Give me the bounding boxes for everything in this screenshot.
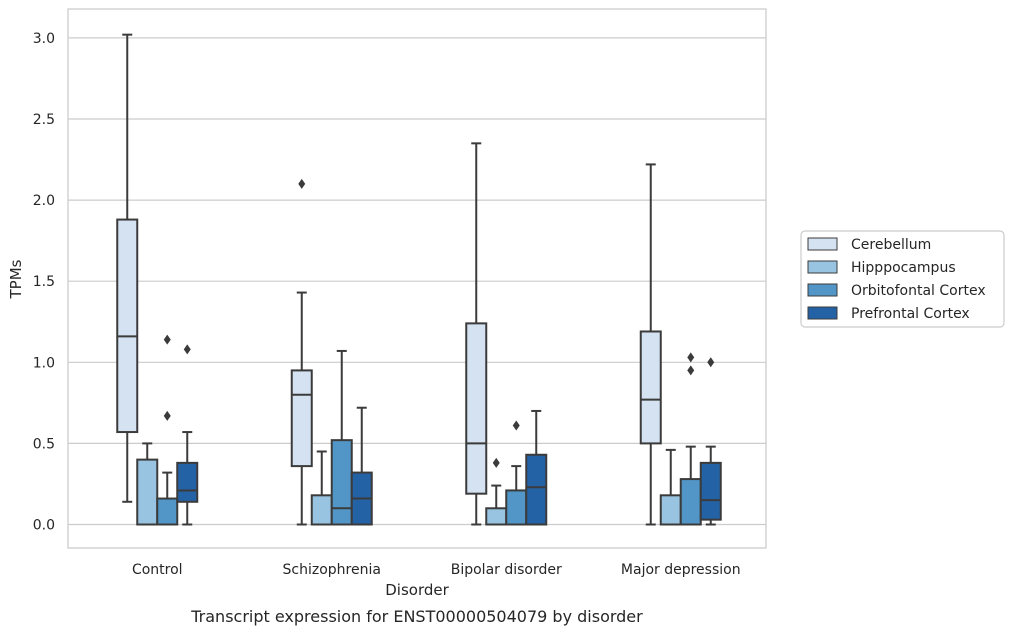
legend-swatch bbox=[807, 306, 838, 320]
x-tick-label: Schizophrenia bbox=[283, 562, 381, 578]
box-iqr bbox=[290, 369, 313, 468]
x-tick-label: Control bbox=[132, 562, 183, 578]
box-iqr bbox=[330, 439, 353, 526]
legend-swatch bbox=[807, 283, 838, 297]
outlier-point bbox=[298, 178, 306, 189]
y-tick-label: 0.0 bbox=[33, 518, 55, 534]
x-axis-ticks: Control Schizophrenia Bipolar disorder Majo… bbox=[132, 562, 741, 578]
box-bipolar-disorder-cerebellum bbox=[465, 142, 488, 526]
box-iqr bbox=[699, 461, 722, 521]
box-iqr bbox=[116, 218, 139, 434]
outlier-point bbox=[163, 334, 171, 345]
box-bipolar-disorder-hipppocampus bbox=[485, 457, 508, 526]
box-schizophrenia-cerebellum bbox=[290, 178, 313, 526]
box-iqr bbox=[639, 330, 662, 445]
box-major-depression-cerebellum bbox=[639, 163, 662, 526]
box-control-prefrontal-cortex bbox=[176, 344, 199, 526]
box-iqr bbox=[505, 489, 528, 526]
box-iqr bbox=[485, 507, 508, 526]
box-control-orbitofontal-cortex bbox=[156, 334, 179, 526]
gridlines bbox=[68, 37, 766, 526]
legend-entry-label: Cerebellum bbox=[851, 237, 931, 253]
plot-frame bbox=[67, 8, 767, 549]
box-iqr bbox=[525, 453, 548, 526]
box-bipolar-disorder-orbitofontal-cortex bbox=[505, 420, 528, 526]
chart-caption: Transcript expression for ENST0000050407… bbox=[190, 607, 643, 626]
box-iqr bbox=[136, 458, 159, 526]
outlier-point bbox=[687, 365, 695, 376]
y-axis-ticks: 0.0 0.5 1.0 1.5 2.0 2.5 3.0 bbox=[33, 31, 55, 534]
x-tick-label: Major depression bbox=[621, 562, 741, 578]
box-plot-series bbox=[116, 33, 722, 526]
y-tick-label: 2.0 bbox=[33, 193, 55, 209]
outlier-point bbox=[512, 420, 520, 431]
legend-entry-label: Hipppocampus bbox=[851, 260, 956, 276]
box-major-depression-prefrontal-cortex bbox=[699, 357, 722, 526]
y-tick-label: 1.5 bbox=[33, 274, 55, 290]
legend-swatch bbox=[807, 260, 838, 274]
box-bipolar-disorder-prefrontal-cortex bbox=[525, 409, 548, 526]
y-tick-label: 1.0 bbox=[33, 355, 55, 371]
x-axis-label: Disorder bbox=[385, 581, 449, 599]
legend-entry-label: Prefrontal Cortex bbox=[851, 306, 970, 322]
box-major-depression-orbitofontal-cortex bbox=[679, 352, 702, 526]
box-schizophrenia-hipppocampus bbox=[310, 450, 333, 526]
outlier-point bbox=[707, 357, 715, 368]
outlier-point bbox=[687, 352, 695, 363]
y-axis-label: TPMs bbox=[7, 259, 25, 299]
box-iqr bbox=[156, 497, 179, 526]
legend-swatch bbox=[807, 237, 838, 251]
box-schizophrenia-orbitofontal-cortex bbox=[330, 349, 353, 526]
legend-entry-label: Orbitofontal Cortex bbox=[851, 283, 986, 299]
box-iqr bbox=[659, 494, 682, 526]
box-control-cerebellum bbox=[116, 33, 139, 503]
box-iqr bbox=[465, 322, 488, 495]
box-iqr bbox=[679, 478, 702, 526]
legend-frame bbox=[800, 230, 1005, 328]
outlier-point bbox=[183, 344, 191, 355]
legend: Cerebellum Hipppocampus Orbitofontal Corte… bbox=[800, 230, 1005, 328]
y-tick-label: 3.0 bbox=[33, 31, 55, 47]
y-tick-label: 0.5 bbox=[33, 436, 55, 452]
box-schizophrenia-prefrontal-cortex bbox=[350, 406, 373, 526]
box-major-depression-hipppocampus bbox=[659, 448, 682, 526]
outlier-point bbox=[163, 410, 171, 421]
box-iqr bbox=[176, 461, 199, 503]
y-tick-label: 2.5 bbox=[33, 112, 55, 128]
outlier-point bbox=[492, 457, 500, 468]
box-iqr bbox=[310, 494, 333, 526]
box-control-hipppocampus bbox=[136, 442, 159, 526]
x-tick-label: Bipolar disorder bbox=[451, 562, 562, 578]
